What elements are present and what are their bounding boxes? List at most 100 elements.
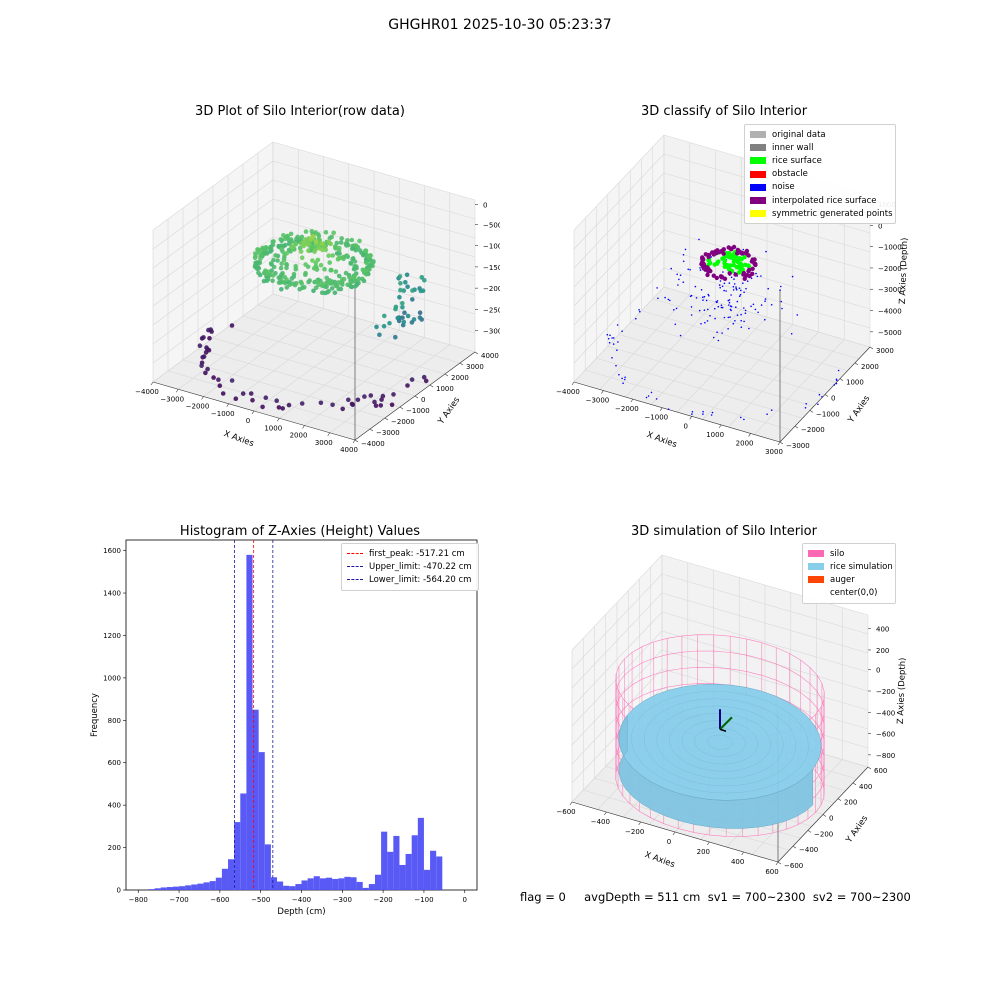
data-point <box>639 310 641 313</box>
grid-line <box>661 554 869 616</box>
data-point <box>612 337 615 339</box>
grid-line <box>272 198 476 258</box>
data-point <box>723 316 726 319</box>
data-point <box>702 299 704 301</box>
data-point <box>760 275 762 277</box>
z-tick-label: −500 <box>483 221 500 229</box>
y-tick-label: −400 <box>799 846 818 854</box>
z-tick-label: −3000 <box>483 328 500 336</box>
histogram-bar <box>160 887 167 890</box>
tick-mark <box>571 381 575 386</box>
rice-mesh-line <box>694 727 746 757</box>
data-point <box>299 255 305 260</box>
data-point <box>805 403 807 405</box>
y-tick-label: 1000 <box>103 674 121 682</box>
data-point <box>266 269 271 275</box>
data-point <box>291 271 297 277</box>
data-point <box>316 246 322 251</box>
data-point <box>284 265 289 271</box>
data-point <box>611 337 613 339</box>
x-tick-label: 2000 <box>290 432 308 440</box>
z-tick-label: −1500 <box>483 264 500 272</box>
data-point <box>292 282 298 288</box>
rice-mesh-line <box>631 691 809 794</box>
data-point <box>289 244 295 250</box>
data-point <box>734 320 736 322</box>
grid-line <box>571 592 663 689</box>
x-tick-label: −600 <box>210 896 229 904</box>
tick-mark <box>352 439 356 444</box>
tick-mark <box>852 782 857 786</box>
legend-entry: interpolated rice surface <box>750 194 890 207</box>
data-point <box>607 337 610 340</box>
data-point <box>333 269 339 274</box>
data-point <box>303 272 308 278</box>
data-point <box>700 256 705 262</box>
data-point <box>722 271 724 273</box>
data-point <box>738 261 744 267</box>
histogram-bar <box>338 878 345 890</box>
legend-swatch <box>750 157 766 165</box>
grid-line <box>152 217 274 307</box>
data-point <box>329 286 335 291</box>
center-x-arrow <box>719 728 727 732</box>
data-point <box>714 275 719 281</box>
data-point <box>403 280 408 285</box>
x-tick-label: −3000 <box>586 397 610 405</box>
grid-line <box>661 611 869 673</box>
data-point <box>746 267 752 273</box>
data-point <box>645 396 648 399</box>
data-point <box>328 241 334 247</box>
data-point <box>313 260 319 266</box>
data-point <box>374 324 379 330</box>
data-point <box>400 315 405 321</box>
data-point <box>764 318 766 321</box>
x-tick-label: −200 <box>625 828 644 836</box>
data-point <box>740 326 743 329</box>
data-point <box>745 287 747 290</box>
data-point <box>706 320 709 322</box>
data-point <box>338 280 344 285</box>
histogram-bar <box>221 868 229 890</box>
data-point <box>716 331 718 334</box>
data-point <box>271 264 277 270</box>
grid-line <box>754 339 845 435</box>
tick-mark <box>824 394 829 397</box>
legend-label: center(0,0) <box>830 588 878 599</box>
data-point <box>698 238 700 241</box>
data-point <box>410 288 415 293</box>
grid-line <box>661 592 869 654</box>
data-point <box>616 349 618 352</box>
data-point <box>352 259 358 264</box>
data-point <box>361 252 366 258</box>
grid-line <box>257 304 461 364</box>
data-point <box>286 402 292 408</box>
data-point <box>647 395 650 397</box>
data-point <box>380 393 386 399</box>
data-point <box>736 300 739 303</box>
grid-line <box>304 337 425 426</box>
data-point <box>409 377 415 382</box>
data-point <box>717 339 720 342</box>
data-point <box>673 309 675 311</box>
data-point <box>263 395 269 401</box>
data-point <box>387 320 392 326</box>
data-point <box>710 414 713 416</box>
data-point <box>324 280 330 286</box>
grid-line <box>573 153 665 250</box>
data-point <box>203 370 208 376</box>
histogram-bar <box>295 884 302 890</box>
grid-line <box>573 191 665 288</box>
x-tick-label: −700 <box>169 896 188 904</box>
y-axis-label: Y Axies <box>436 395 463 427</box>
data-point <box>702 410 704 413</box>
data-point <box>608 341 611 344</box>
data-point <box>682 260 685 263</box>
data-point <box>714 317 716 320</box>
data-point <box>746 263 751 268</box>
plot-area <box>125 539 478 891</box>
y-tick-label: −4000 <box>361 440 385 448</box>
data-point <box>720 275 725 280</box>
y-tick-label: 400 <box>859 783 872 791</box>
z-tick-label: −5000 <box>878 329 902 337</box>
